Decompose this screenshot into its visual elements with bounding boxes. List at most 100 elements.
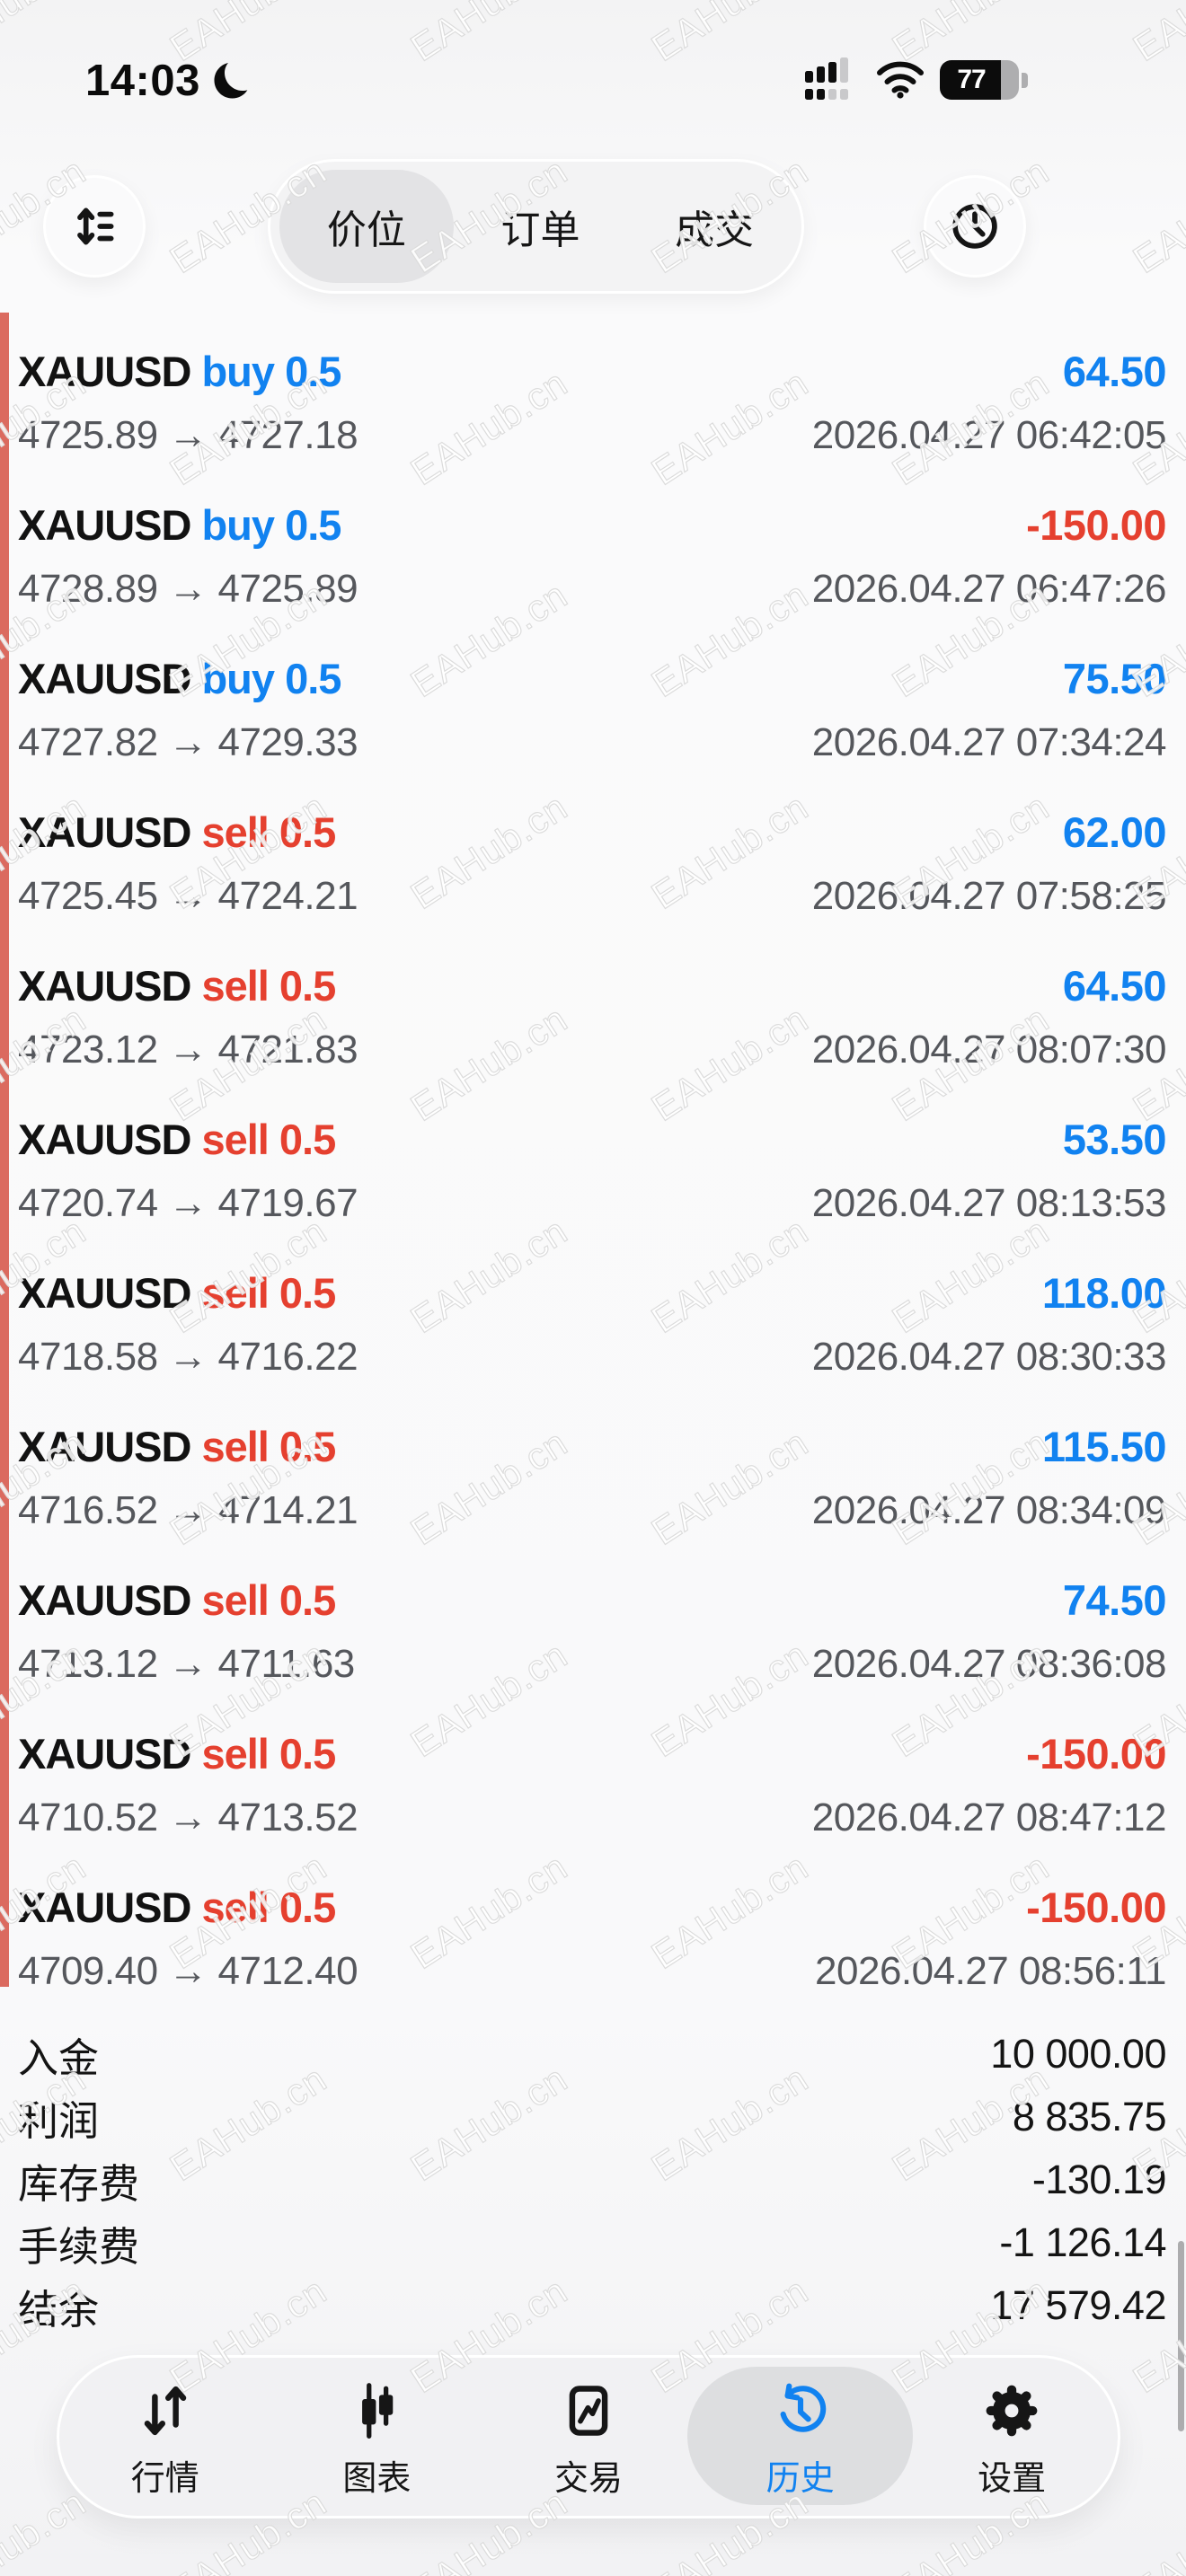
trade-title: XAUUSD sell 0.5 xyxy=(18,807,336,857)
summary-row-swap: 库存费 -130.19 xyxy=(0,2148,1186,2211)
trade-side-volume: sell 0.5 xyxy=(201,808,336,856)
trade-profit: 64.50 xyxy=(1062,348,1167,395)
trade-row[interactable]: XAUUSD buy 0.5 64.50 4725.89 → 4727.18 20… xyxy=(0,313,1186,466)
trade-symbol: XAUUSD xyxy=(18,501,191,549)
trade-side-volume: sell 0.5 xyxy=(201,1730,336,1778)
trade-row[interactable]: XAUUSD sell 0.5 -150.00 4709.40 → 4712.40… xyxy=(0,1848,1186,2002)
trade-profit: 53.50 xyxy=(1062,1116,1167,1163)
account-summary: 入金 10 000.00 利润 8 835.75 库存费 -130.19 手续费… xyxy=(0,2023,1186,2337)
trade-title: XAUUSD sell 0.5 xyxy=(18,1422,336,1471)
trade-close-time: 2026.04.27 08:56:11 xyxy=(815,1949,1166,1993)
cellular-signal-icon xyxy=(805,57,861,102)
summary-label: 库存费 xyxy=(18,2160,140,2207)
trade-symbol: XAUUSD xyxy=(18,1576,191,1624)
tab-orders[interactable]: 订单 xyxy=(500,208,580,252)
trade-side-volume: sell 0.5 xyxy=(201,962,336,1010)
nav-label: 历史 xyxy=(766,2459,835,2498)
trade-row[interactable]: XAUUSD buy 0.5 -150.00 4728.89 → 4725.89 … xyxy=(0,466,1186,620)
trade-title: XAUUSD buy 0.5 xyxy=(18,500,341,550)
trade-side-volume: buy 0.5 xyxy=(201,348,341,395)
nav-item-quotes[interactable]: 行情 xyxy=(59,2358,271,2516)
summary-row-balance: 结余 17 579.42 xyxy=(0,2274,1186,2337)
trade-close-time: 2026.04.27 06:47:26 xyxy=(811,567,1167,611)
trade-price-route: 4713.12 → 4711.63 xyxy=(18,1642,355,1686)
trade-close-time: 2026.04.27 08:07:30 xyxy=(811,1028,1167,1072)
summary-label: 利润 xyxy=(18,2097,100,2144)
trade-side-volume: buy 0.5 xyxy=(201,655,341,702)
gear-icon xyxy=(984,2378,1040,2443)
history-tabs: 价位 订单 成交 xyxy=(268,159,804,294)
summary-value: 10 000.00 xyxy=(990,2031,1166,2077)
trade-row[interactable]: XAUUSD sell 0.5 115.50 4716.52 → 4714.21 … xyxy=(0,1388,1186,1541)
trade-title: XAUUSD sell 0.5 xyxy=(18,1883,336,1932)
watermark-text: EAHub.cn xyxy=(1125,2481,1186,2576)
trade-profit: 115.50 xyxy=(1041,1423,1167,1470)
trade-profit: -150.00 xyxy=(1026,1883,1166,1931)
trade-close-time: 2026.04.27 07:34:24 xyxy=(811,720,1167,764)
trade-row[interactable]: XAUUSD sell 0.5 53.50 4720.74 → 4719.67 2… xyxy=(0,1081,1186,1234)
clock-icon xyxy=(952,204,997,249)
trade-row[interactable]: XAUUSD sell 0.5 74.50 4713.12 → 4711.63 2… xyxy=(0,1541,1186,1695)
battery-percent: 77 xyxy=(957,65,986,94)
trade-profit: 62.00 xyxy=(1062,808,1167,856)
sort-button[interactable] xyxy=(43,175,146,278)
battery-icon: 77 xyxy=(940,60,1028,100)
trade-side-volume: sell 0.5 xyxy=(201,1883,336,1931)
time-filter-button[interactable] xyxy=(924,175,1026,278)
nav-item-charts[interactable]: 图表 xyxy=(271,2358,483,2516)
nav-item-trade[interactable]: 交易 xyxy=(482,2358,695,2516)
trade-price-route: 4725.89 → 4727.18 xyxy=(18,413,358,457)
trade-row[interactable]: XAUUSD buy 0.5 75.50 4727.82 → 4729.33 20… xyxy=(0,620,1186,773)
summary-label: 入金 xyxy=(18,2034,100,2081)
loss-indicator-bar xyxy=(0,313,9,1987)
summary-row-deposit: 入金 10 000.00 xyxy=(0,2023,1186,2086)
trade-price-route: 4727.82 → 4729.33 xyxy=(18,720,358,764)
nav-label: 行情 xyxy=(130,2459,199,2498)
trade-price-route: 4718.58 → 4716.22 xyxy=(18,1335,358,1379)
history-clock-icon xyxy=(772,2378,829,2443)
trade-profit: 64.50 xyxy=(1062,962,1167,1010)
trade-price-route: 4716.52 → 4714.21 xyxy=(18,1488,358,1532)
trade-symbol: XAUUSD xyxy=(18,655,191,702)
trade-row[interactable]: XAUUSD sell 0.5 -150.00 4710.52 → 4713.52… xyxy=(0,1695,1186,1848)
trade-side-volume: sell 0.5 xyxy=(201,1269,336,1317)
tab-deals[interactable]: 成交 xyxy=(675,208,755,252)
tab-price[interactable]: 价位 xyxy=(279,170,454,283)
scrollbar-thumb[interactable] xyxy=(1178,2241,1184,2431)
trade-price-route: 4725.45 → 4724.21 xyxy=(18,874,358,918)
trade-close-time: 2026.04.27 08:34:09 xyxy=(811,1488,1167,1532)
status-time: 14:03 xyxy=(85,57,200,105)
trade-price-route: 4728.89 → 4725.89 xyxy=(18,567,358,611)
summary-value: -130.19 xyxy=(1031,2157,1167,2202)
trade-title: XAUUSD sell 0.5 xyxy=(18,1729,336,1778)
trade-symbol: XAUUSD xyxy=(18,348,191,395)
summary-value: -1 126.14 xyxy=(999,2219,1166,2265)
trade-row[interactable]: XAUUSD sell 0.5 62.00 4725.45 → 4724.21 2… xyxy=(0,773,1186,927)
battery-fill xyxy=(940,60,1001,100)
nav-item-settings[interactable]: 设置 xyxy=(906,2358,1118,2516)
trade-title: XAUUSD sell 0.5 xyxy=(18,961,336,1010)
nav-item-history[interactable]: 历史 xyxy=(686,2358,913,2516)
summary-value: 8 835.75 xyxy=(1012,2094,1167,2139)
watermark-text: EAHub.cn xyxy=(1125,149,1186,282)
trade-symbol: XAUUSD xyxy=(18,808,191,856)
battery-nub xyxy=(1022,72,1028,88)
trade-side-volume: buy 0.5 xyxy=(201,501,341,549)
trade-close-time: 2026.04.27 08:13:53 xyxy=(811,1181,1167,1225)
trade-close-time: 2026.04.27 08:30:33 xyxy=(811,1335,1167,1379)
trade-symbol: XAUUSD xyxy=(18,1116,191,1163)
trade-chart-icon xyxy=(561,2378,616,2443)
trade-profit: 75.50 xyxy=(1062,655,1167,702)
trade-row[interactable]: XAUUSD sell 0.5 118.00 4718.58 → 4716.22 … xyxy=(0,1234,1186,1388)
trade-symbol: XAUUSD xyxy=(18,1730,191,1778)
trade-row[interactable]: XAUUSD sell 0.5 64.50 4723.12 → 4721.83 2… xyxy=(0,927,1186,1081)
trade-profit: 74.50 xyxy=(1062,1576,1167,1624)
trade-price-route: 4720.74 → 4719.67 xyxy=(18,1181,358,1225)
trade-profit: 118.00 xyxy=(1041,1269,1167,1317)
summary-label: 手续费 xyxy=(18,2223,140,2270)
trade-price-route: 4723.12 → 4721.83 xyxy=(18,1028,358,1072)
trade-close-time: 2026.04.27 08:47:12 xyxy=(811,1795,1167,1839)
trade-title: XAUUSD sell 0.5 xyxy=(18,1268,336,1318)
trade-close-time: 2026.04.27 07:58:25 xyxy=(811,874,1167,918)
trade-close-time: 2026.04.27 06:42:05 xyxy=(811,413,1167,457)
